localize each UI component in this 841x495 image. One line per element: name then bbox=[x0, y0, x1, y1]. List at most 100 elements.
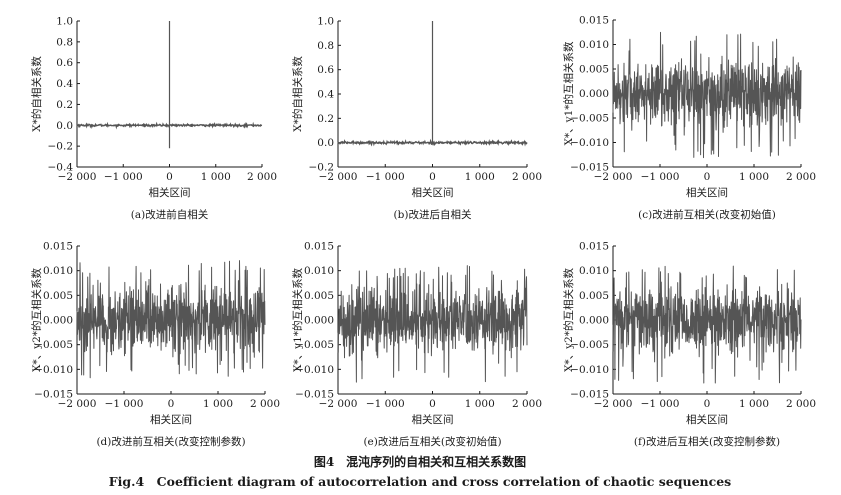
y-axis-label: X*的自相关系数 bbox=[30, 56, 43, 132]
x-tick-label: 2 000 bbox=[786, 398, 816, 410]
x-tick-label: −2 000 bbox=[594, 171, 633, 183]
x-tick-label: 0 bbox=[704, 171, 711, 183]
x-tick-label: 2 000 bbox=[512, 171, 542, 183]
series-line bbox=[612, 265, 802, 384]
y-axis-label: X*、y2*的互相关系数 bbox=[30, 267, 43, 372]
x-tick-label: 1 000 bbox=[739, 398, 769, 410]
y-tick-label: 0.000 bbox=[304, 315, 334, 327]
y-tick-label: 1.0 bbox=[317, 16, 334, 28]
y-tick-label: 0.8 bbox=[56, 36, 73, 48]
y-tick-label: −0.4 bbox=[48, 162, 74, 174]
y-tick-label: 0.005 bbox=[579, 290, 609, 302]
y-tick-label: 0.015 bbox=[304, 241, 334, 253]
y-tick-label: 0.005 bbox=[579, 64, 609, 76]
y-axis-label: X*的自相关系数 bbox=[291, 56, 304, 132]
figure-caption-en: Fig.4 Coefficient diagram of autocorrela… bbox=[109, 474, 731, 489]
y-tick-label: 0.010 bbox=[579, 39, 609, 51]
subplot-a: −2 000 −1 000 0 1 000 2 000 −0.4 −0.2 0.0 0.2 0.4… bbox=[30, 16, 277, 222]
x-tick-label: 2 000 bbox=[786, 171, 816, 183]
x-tick-label: −1 000 bbox=[366, 171, 405, 183]
subplot-title: (b)改进后自相关 bbox=[394, 208, 472, 221]
x-axis-label: 相关区间 bbox=[149, 186, 191, 199]
y-tick-label: −0.015 bbox=[34, 389, 73, 401]
y-tick-label: −0.005 bbox=[34, 339, 73, 351]
x-tick-label: 2 000 bbox=[250, 398, 280, 410]
y-tick-label: −0.005 bbox=[295, 339, 334, 351]
y-tick-label: 0.000 bbox=[579, 315, 609, 327]
y-tick-label: 0.010 bbox=[579, 265, 609, 277]
y-tick-label: −0.2 bbox=[309, 162, 335, 174]
subplot-title: (e)改进后互相关(改变初始值) bbox=[363, 435, 501, 448]
x-tick-label: 0 bbox=[429, 171, 436, 183]
x-tick-label: 0 bbox=[168, 398, 175, 410]
x-tick-label: 0 bbox=[166, 171, 173, 183]
y-tick-label: 0.0 bbox=[317, 137, 334, 149]
subplot-d: −2 000 −1 000 0 1 000 2 000 −0.015 −0.010 −0.00… bbox=[30, 241, 280, 449]
y-tick-label: −0.010 bbox=[570, 137, 609, 149]
y-tick-label: 0.015 bbox=[579, 241, 609, 253]
x-tick-label: −2 000 bbox=[58, 171, 97, 183]
y-tick-label: 0.005 bbox=[43, 290, 73, 302]
y-tick-label: −0.010 bbox=[34, 364, 73, 376]
x-axis-label: 相关区间 bbox=[150, 413, 192, 426]
subplot-c: −2 000 −1 000 0 1 000 2 000 −0.015 −0.010 −0.00… bbox=[562, 15, 816, 222]
subplot-title: (c)改进前互相关(改变初始值) bbox=[638, 208, 776, 221]
x-tick-label: −1 000 bbox=[366, 398, 405, 410]
x-axis-label: 相关区间 bbox=[412, 413, 454, 426]
x-tick-label: −2 000 bbox=[319, 398, 358, 410]
y-tick-label: 0.4 bbox=[56, 78, 73, 90]
y-tick-label: 1.0 bbox=[56, 16, 73, 28]
subplot-title: (d)改进前互相关(改变控制参数) bbox=[96, 435, 245, 448]
y-tick-label: −0.005 bbox=[570, 113, 609, 125]
subplot-b: −2 000 −1 000 0 1 000 2 000 −0.2 0.0 0.2 0.4 0.6 0… bbox=[291, 16, 542, 222]
subplot-e: −2 000 −1 000 0 1 000 2 000 −0.015 −0.010 −0.00… bbox=[291, 241, 542, 449]
x-tick-label: 2 000 bbox=[247, 171, 277, 183]
x-tick-label: −2 000 bbox=[594, 398, 633, 410]
y-tick-label: 0.010 bbox=[43, 265, 73, 277]
y-axis-label: X*、y1*的互相关系数 bbox=[562, 41, 575, 146]
x-axis-label: 相关区间 bbox=[686, 413, 728, 426]
x-tick-label: 1 000 bbox=[465, 171, 495, 183]
y-tick-label: 0.2 bbox=[56, 99, 73, 111]
y-tick-label: −0.015 bbox=[295, 389, 334, 401]
subplot-f: −2 000 −1 000 0 1 000 2 000 −0.015 −0.010 −0.00… bbox=[562, 241, 816, 449]
x-tick-label: 1 000 bbox=[739, 171, 769, 183]
y-tick-label: 0.0 bbox=[56, 120, 73, 132]
y-tick-label: −0.005 bbox=[570, 339, 609, 351]
y-tick-label: −0.015 bbox=[570, 389, 609, 401]
figure-caption-cn: 图4 混沌序列的自相关和互相关系数图 bbox=[314, 454, 526, 469]
x-tick-label: 1 000 bbox=[203, 398, 233, 410]
x-tick-label: −1 000 bbox=[641, 171, 680, 183]
series-line bbox=[76, 260, 266, 379]
x-tick-label: −1 000 bbox=[105, 398, 144, 410]
y-tick-label: −0.015 bbox=[570, 162, 609, 174]
y-axis-label: X*、y1*的互相关系数 bbox=[291, 267, 304, 372]
subplot-title: (a)改进前自相关 bbox=[131, 208, 209, 221]
y-tick-label: −0.010 bbox=[570, 364, 609, 376]
subplot-title: (f)改进后互相关(改变控制参数) bbox=[634, 435, 780, 448]
x-tick-label: 1 000 bbox=[201, 171, 231, 183]
subplot-grid: −2 000 −1 000 0 1 000 2 000 −0.4 −0.2 0.0 0.2 0.4… bbox=[30, 15, 816, 449]
x-tick-label: −2 000 bbox=[58, 398, 97, 410]
x-tick-label: 0 bbox=[704, 398, 711, 410]
y-tick-label: −0.2 bbox=[48, 141, 74, 153]
y-tick-label: 0.6 bbox=[317, 64, 334, 76]
x-tick-label: −1 000 bbox=[641, 398, 680, 410]
x-tick-label: 2 000 bbox=[512, 398, 542, 410]
y-tick-label: 0.010 bbox=[304, 265, 334, 277]
y-tick-label: 0.005 bbox=[304, 290, 334, 302]
y-tick-label: 0.015 bbox=[579, 15, 609, 27]
x-tick-label: 0 bbox=[429, 398, 436, 410]
y-tick-label: 0.2 bbox=[317, 113, 334, 125]
y-tick-label: 0.8 bbox=[317, 40, 334, 52]
x-tick-label: 1 000 bbox=[465, 398, 495, 410]
y-axis-label: X*、y2*的互相关系数 bbox=[562, 267, 575, 372]
x-tick-label: −1 000 bbox=[104, 171, 143, 183]
series-line bbox=[612, 31, 802, 159]
x-axis-label: 相关区间 bbox=[686, 186, 728, 199]
x-axis-label: 相关区间 bbox=[412, 186, 454, 199]
y-tick-label: 0.015 bbox=[43, 241, 73, 253]
x-tick-label: −2 000 bbox=[319, 171, 358, 183]
y-tick-label: 0.000 bbox=[43, 315, 73, 327]
